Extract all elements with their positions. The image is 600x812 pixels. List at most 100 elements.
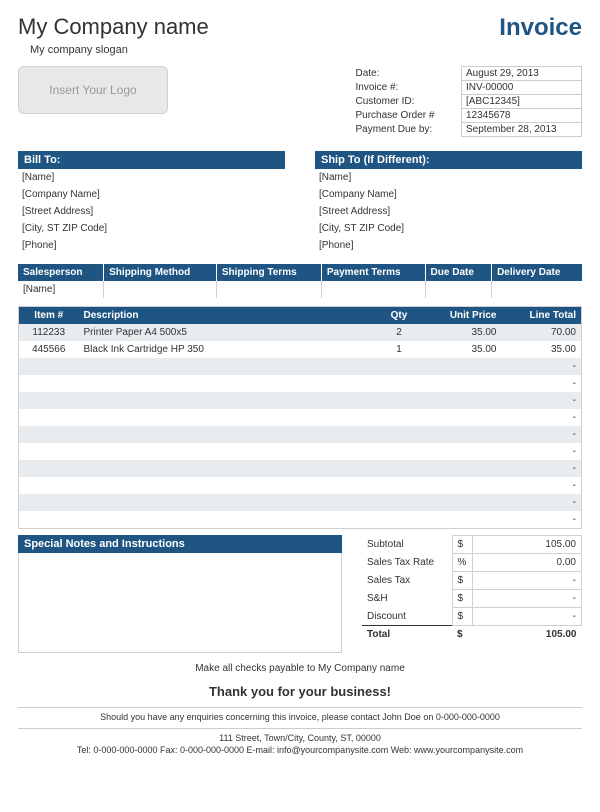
total-label: Subtotal (362, 536, 452, 554)
cell-desc[interactable] (79, 358, 377, 375)
ship-to-header: Ship To (If Different): (315, 151, 582, 169)
cell-desc[interactable] (79, 443, 377, 460)
cell-qty[interactable] (377, 460, 422, 477)
col-header: Shipping Terms (216, 264, 321, 281)
cell[interactable] (321, 281, 425, 298)
cell-total: - (502, 494, 582, 511)
cell-item[interactable] (19, 460, 79, 477)
cell-desc[interactable] (79, 460, 377, 477)
cell-desc[interactable] (79, 426, 377, 443)
cell-total: - (502, 358, 582, 375)
cell-qty[interactable] (377, 494, 422, 511)
logo-placeholder[interactable]: Insert Your Logo (18, 66, 168, 114)
cell-desc[interactable] (79, 375, 377, 392)
cell-price[interactable] (422, 426, 502, 443)
company-slogan: My company slogan (30, 44, 209, 56)
addr-line: [City, ST ZIP Code] (315, 220, 582, 237)
cell-qty[interactable] (377, 375, 422, 392)
meta-value[interactable]: [ABC12345] (462, 95, 582, 109)
cell[interactable] (216, 281, 321, 298)
meta-value[interactable]: 12345678 (462, 109, 582, 123)
cell-desc[interactable] (79, 409, 377, 426)
cell-total: - (502, 477, 582, 494)
cell-desc[interactable]: Printer Paper A4 500x5 (79, 324, 377, 341)
cell-price[interactable] (422, 494, 502, 511)
cell-price[interactable] (422, 460, 502, 477)
table-row: - (19, 375, 582, 392)
addr-line: [Name] (315, 169, 582, 186)
cell-qty[interactable] (377, 511, 422, 529)
cell-item[interactable] (19, 511, 79, 529)
cell-item[interactable] (19, 494, 79, 511)
cell-price[interactable] (422, 511, 502, 529)
table-row: - (19, 392, 582, 409)
cell-desc[interactable] (79, 477, 377, 494)
col-header: Description (79, 307, 377, 325)
notes-body[interactable] (18, 553, 342, 653)
cell[interactable] (492, 281, 582, 298)
cell[interactable] (104, 281, 217, 298)
cell-item[interactable] (19, 392, 79, 409)
cell-desc[interactable] (79, 511, 377, 529)
table-row: 112233Printer Paper A4 500x5235.0070.00 (19, 324, 582, 341)
cell-price[interactable] (422, 358, 502, 375)
total-value: 105.00 (472, 536, 582, 554)
cell-qty[interactable] (377, 477, 422, 494)
col-header: Due Date (425, 264, 492, 281)
footer-address: 111 Street, Town/City, County, ST, 00000 (18, 728, 582, 743)
cell-total: - (502, 426, 582, 443)
addr-line: [Street Address] (18, 203, 285, 220)
cell-qty[interactable]: 1 (377, 341, 422, 358)
meta-label: Payment Due by: (352, 123, 462, 137)
total-label: Sales Tax Rate (362, 554, 452, 572)
cell-item[interactable] (19, 477, 79, 494)
cell-item[interactable] (19, 443, 79, 460)
col-header: Item # (19, 307, 79, 325)
cell[interactable] (425, 281, 492, 298)
table-row: - (19, 358, 582, 375)
notes-section: Special Notes and Instructions (18, 535, 342, 653)
cell-item[interactable] (19, 358, 79, 375)
total-sym: $ (452, 608, 472, 626)
cell-desc[interactable]: Black Ink Cartridge HP 350 (79, 341, 377, 358)
meta-label: Invoice #: (352, 81, 462, 95)
cell-price[interactable] (422, 443, 502, 460)
cell-desc[interactable] (79, 494, 377, 511)
table-row: [Name] (18, 281, 582, 298)
cell-qty[interactable] (377, 409, 422, 426)
col-header: Line Total (502, 307, 582, 325)
meta-value[interactable]: INV-00000 (462, 81, 582, 95)
cell-item[interactable] (19, 375, 79, 392)
cell-item[interactable]: 445566 (19, 341, 79, 358)
cell-price[interactable]: 35.00 (422, 341, 502, 358)
col-header: Shipping Method (104, 264, 217, 281)
cell-qty[interactable] (377, 392, 422, 409)
meta-value[interactable]: August 29, 2013 (462, 67, 582, 81)
cell-price[interactable]: 35.00 (422, 324, 502, 341)
addr-line: [Phone] (315, 237, 582, 254)
cell-desc[interactable] (79, 392, 377, 409)
cell-qty[interactable]: 2 (377, 324, 422, 341)
cell-item[interactable] (19, 409, 79, 426)
cell-item[interactable]: 112233 (19, 324, 79, 341)
cell-price[interactable] (422, 409, 502, 426)
addr-line: [Street Address] (315, 203, 582, 220)
total-value[interactable]: - (472, 590, 582, 608)
cell-qty[interactable] (377, 426, 422, 443)
total-value[interactable]: - (472, 608, 582, 626)
cell-price[interactable] (422, 375, 502, 392)
addr-line: [Phone] (18, 237, 285, 254)
total-value[interactable]: 0.00 (472, 554, 582, 572)
table-row: - (19, 477, 582, 494)
meta-label: Date: (352, 67, 462, 81)
cell-price[interactable] (422, 392, 502, 409)
cell-price[interactable] (422, 477, 502, 494)
cell-qty[interactable] (377, 443, 422, 460)
meta-value[interactable]: September 28, 2013 (462, 123, 582, 137)
cell[interactable]: [Name] (18, 281, 104, 298)
col-header: Salesperson (18, 264, 104, 281)
cell-total: 70.00 (502, 324, 582, 341)
cell-total: - (502, 409, 582, 426)
cell-item[interactable] (19, 426, 79, 443)
cell-qty[interactable] (377, 358, 422, 375)
